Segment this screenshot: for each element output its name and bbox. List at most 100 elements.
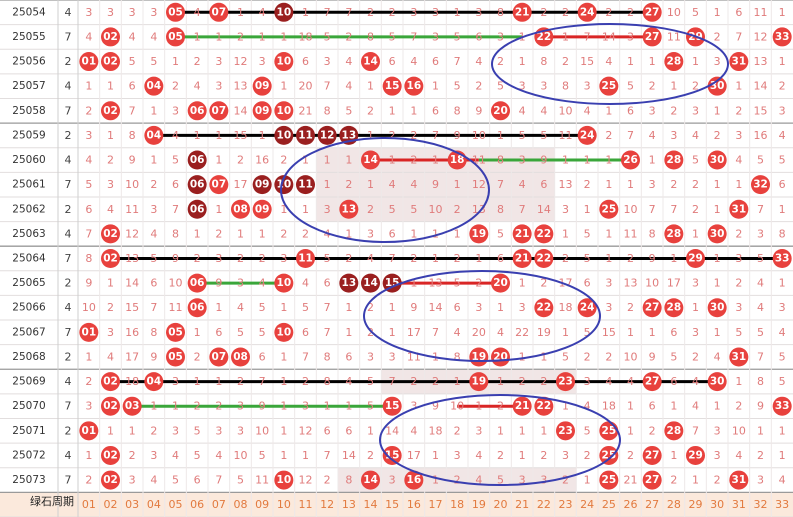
- omission: 7: [757, 350, 764, 363]
- ball-number: 31: [732, 56, 747, 68]
- column-label: 27: [645, 498, 659, 511]
- omission: 7: [324, 301, 331, 314]
- omission: 2: [150, 424, 157, 437]
- ball: 12: [317, 125, 337, 145]
- ball-number: 10: [277, 129, 292, 141]
- ball-circle: [274, 470, 294, 490]
- ball: 27: [642, 372, 662, 392]
- ball: 19: [469, 347, 489, 367]
- omission: 14: [602, 30, 616, 43]
- issue: 25058: [12, 105, 45, 117]
- ball-circle: [144, 372, 164, 392]
- ball-circle: [296, 249, 315, 268]
- ball: 23: [556, 421, 575, 441]
- omission: 1: [605, 104, 612, 117]
- omission: 7: [85, 227, 92, 240]
- omission: 6: [324, 277, 331, 290]
- ball-number: 28: [667, 228, 682, 240]
- omission: 4: [302, 277, 309, 290]
- omission: 1: [692, 301, 699, 314]
- omission: 5: [324, 252, 331, 265]
- omission: 8: [497, 6, 504, 19]
- omission: 6: [302, 55, 309, 68]
- omission: 3: [714, 424, 721, 437]
- omission: 1: [670, 252, 677, 265]
- omission: 2: [345, 178, 352, 191]
- column-label: 11: [299, 498, 313, 511]
- ball-circle: [79, 322, 99, 342]
- ball-circle: [534, 298, 554, 318]
- omission: 4: [410, 424, 417, 437]
- omission: 1: [432, 80, 439, 93]
- ball: 28: [664, 421, 684, 441]
- omission: 2: [627, 6, 634, 19]
- issue: 25064: [12, 253, 46, 265]
- column-label: 10: [277, 498, 291, 511]
- omission: 2: [627, 301, 634, 314]
- ball: 08: [231, 347, 250, 367]
- issue: 25061: [12, 179, 45, 191]
- column-label: 23: [559, 498, 573, 511]
- omission: 2: [584, 350, 591, 363]
- ball-circle: [231, 347, 250, 367]
- issue: 25073: [12, 474, 45, 486]
- tail: 7: [65, 474, 72, 487]
- omission: 13: [559, 178, 573, 191]
- omission: 2: [735, 104, 742, 117]
- tail: 7: [65, 252, 72, 265]
- ball: 25: [599, 470, 619, 490]
- ball: 19: [469, 372, 489, 392]
- omission: 1: [562, 30, 569, 43]
- omission: 1: [714, 6, 721, 19]
- omission: 7: [497, 178, 504, 191]
- tail: 4: [65, 154, 72, 167]
- omission: 3: [584, 375, 591, 388]
- omission: 7: [324, 6, 331, 19]
- omission: 7: [302, 350, 309, 363]
- omission: 1: [150, 104, 157, 117]
- omission: 6: [670, 326, 677, 339]
- ball-circle: [122, 396, 142, 416]
- omission: 5: [454, 80, 461, 93]
- ball: 10: [274, 2, 294, 22]
- ball-circle: [534, 396, 554, 416]
- ball: 22: [534, 298, 554, 318]
- omission: 1: [779, 55, 786, 68]
- omission: 1: [454, 178, 461, 191]
- ball-number: 09: [255, 203, 270, 215]
- omission: 12: [754, 30, 768, 43]
- omission: 3: [475, 301, 482, 314]
- ball-number: 02: [103, 31, 118, 43]
- ball-circle: [707, 298, 727, 318]
- ball-circle: [252, 76, 272, 96]
- ball: 03: [122, 396, 142, 416]
- omission: 20: [472, 326, 486, 339]
- omission: 2: [389, 6, 396, 19]
- ball-number: 25: [602, 80, 617, 92]
- ball-number: 14: [363, 56, 378, 68]
- ball-number: 31: [732, 474, 747, 486]
- ball: 02: [101, 445, 120, 465]
- ball: 21: [512, 396, 532, 416]
- omission: 2: [410, 252, 417, 265]
- tail: 4: [65, 449, 72, 462]
- ball-circle: [101, 101, 120, 121]
- omission: 2: [497, 449, 504, 462]
- omission: 13: [472, 203, 486, 216]
- omission: 4: [779, 474, 786, 487]
- omission: 3: [129, 474, 136, 487]
- omission: 4: [410, 178, 417, 191]
- ball-number: 28: [667, 56, 682, 68]
- ball-circle: [469, 224, 489, 244]
- omission: 12: [299, 474, 313, 487]
- ball-circle: [642, 2, 662, 22]
- omission: 9: [129, 154, 136, 167]
- ball: 14: [361, 470, 380, 490]
- omission: 3: [649, 104, 656, 117]
- omission: 2: [497, 400, 504, 413]
- omission: 3: [150, 449, 157, 462]
- ball-circle: [469, 372, 489, 392]
- omission: 2: [757, 449, 764, 462]
- ball: 10: [274, 52, 294, 72]
- ball-number: 20: [493, 277, 508, 289]
